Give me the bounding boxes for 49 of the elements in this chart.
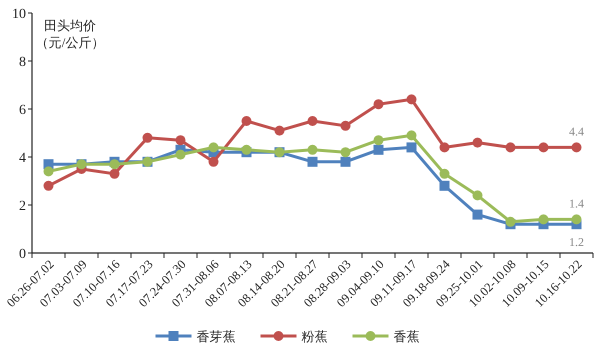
point	[506, 216, 516, 227]
point	[308, 144, 318, 155]
point	[176, 150, 186, 160]
point	[142, 132, 152, 143]
point	[176, 135, 186, 146]
point	[406, 94, 416, 104]
point	[406, 142, 416, 152]
point	[472, 190, 482, 200]
y-tick-label: 4	[19, 151, 26, 166]
point	[44, 180, 54, 191]
point	[406, 130, 416, 140]
point	[572, 142, 582, 152]
y-tick-label: 6	[19, 103, 26, 118]
point	[374, 99, 384, 110]
point	[440, 168, 450, 179]
point	[242, 144, 252, 155]
point	[340, 147, 350, 158]
point	[242, 116, 252, 126]
y-tick-label: 10	[12, 7, 26, 22]
y-tick-label: 2	[19, 199, 26, 214]
point	[340, 156, 350, 167]
point	[110, 159, 120, 170]
y-axis-title: 田头均价（元/公斤）	[36, 18, 104, 50]
point	[440, 142, 450, 152]
point	[472, 210, 482, 220]
point	[44, 166, 54, 176]
point	[308, 116, 318, 126]
point	[308, 156, 318, 167]
point	[340, 120, 350, 131]
y-tick-label: 8	[19, 55, 26, 70]
point	[472, 138, 482, 148]
y-tick-label: 0	[19, 247, 26, 262]
point	[374, 144, 384, 155]
point	[572, 214, 582, 224]
legend-label: 粉蕉	[302, 329, 328, 344]
point	[374, 135, 384, 146]
data-label: 4.4	[569, 124, 584, 138]
point	[506, 142, 516, 152]
point	[274, 126, 284, 136]
point	[538, 142, 548, 152]
point	[538, 214, 548, 224]
legend-label: 香蕉	[394, 329, 420, 344]
point	[208, 156, 218, 167]
point	[110, 168, 120, 179]
legend-label: 香芽蕉	[196, 329, 236, 344]
data-label: 1.2	[569, 235, 584, 250]
point	[440, 180, 450, 191]
point	[208, 142, 218, 152]
data-label: 1.4	[569, 196, 584, 210]
